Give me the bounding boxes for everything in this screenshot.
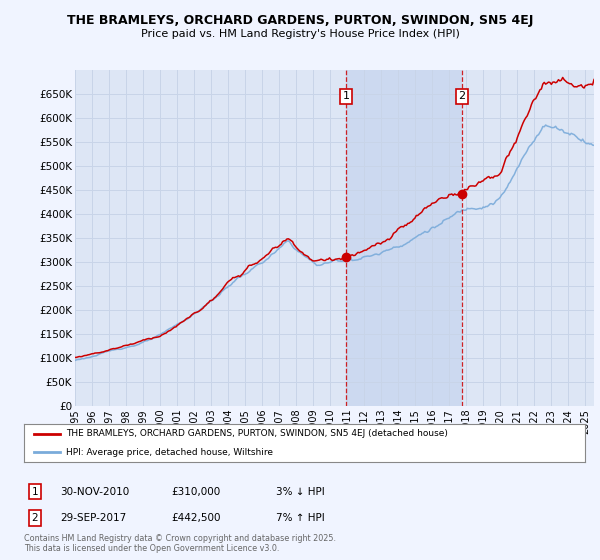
Text: £310,000: £310,000 [171,487,220,497]
Text: HPI: Average price, detached house, Wiltshire: HPI: Average price, detached house, Wilt… [66,447,273,456]
Text: 3% ↓ HPI: 3% ↓ HPI [276,487,325,497]
Bar [346,70,462,406]
Text: 2: 2 [458,91,466,101]
Text: THE BRAMLEYS, ORCHARD GARDENS, PURTON, SWINDON, SN5 4EJ (detached house): THE BRAMLEYS, ORCHARD GARDENS, PURTON, S… [66,430,448,438]
Text: 29-SEP-2017: 29-SEP-2017 [60,513,126,523]
Text: 1: 1 [31,487,38,497]
Text: Price paid vs. HM Land Registry's House Price Index (HPI): Price paid vs. HM Land Registry's House … [140,29,460,39]
Text: Contains HM Land Registry data © Crown copyright and database right 2025.
This d: Contains HM Land Registry data © Crown c… [24,534,336,553]
Text: 1: 1 [343,91,349,101]
Text: 7% ↑ HPI: 7% ↑ HPI [276,513,325,523]
Text: £442,500: £442,500 [171,513,221,523]
Text: THE BRAMLEYS, ORCHARD GARDENS, PURTON, SWINDON, SN5 4EJ: THE BRAMLEYS, ORCHARD GARDENS, PURTON, S… [67,14,533,27]
Text: 30-NOV-2010: 30-NOV-2010 [60,487,129,497]
Text: 2: 2 [31,513,38,523]
